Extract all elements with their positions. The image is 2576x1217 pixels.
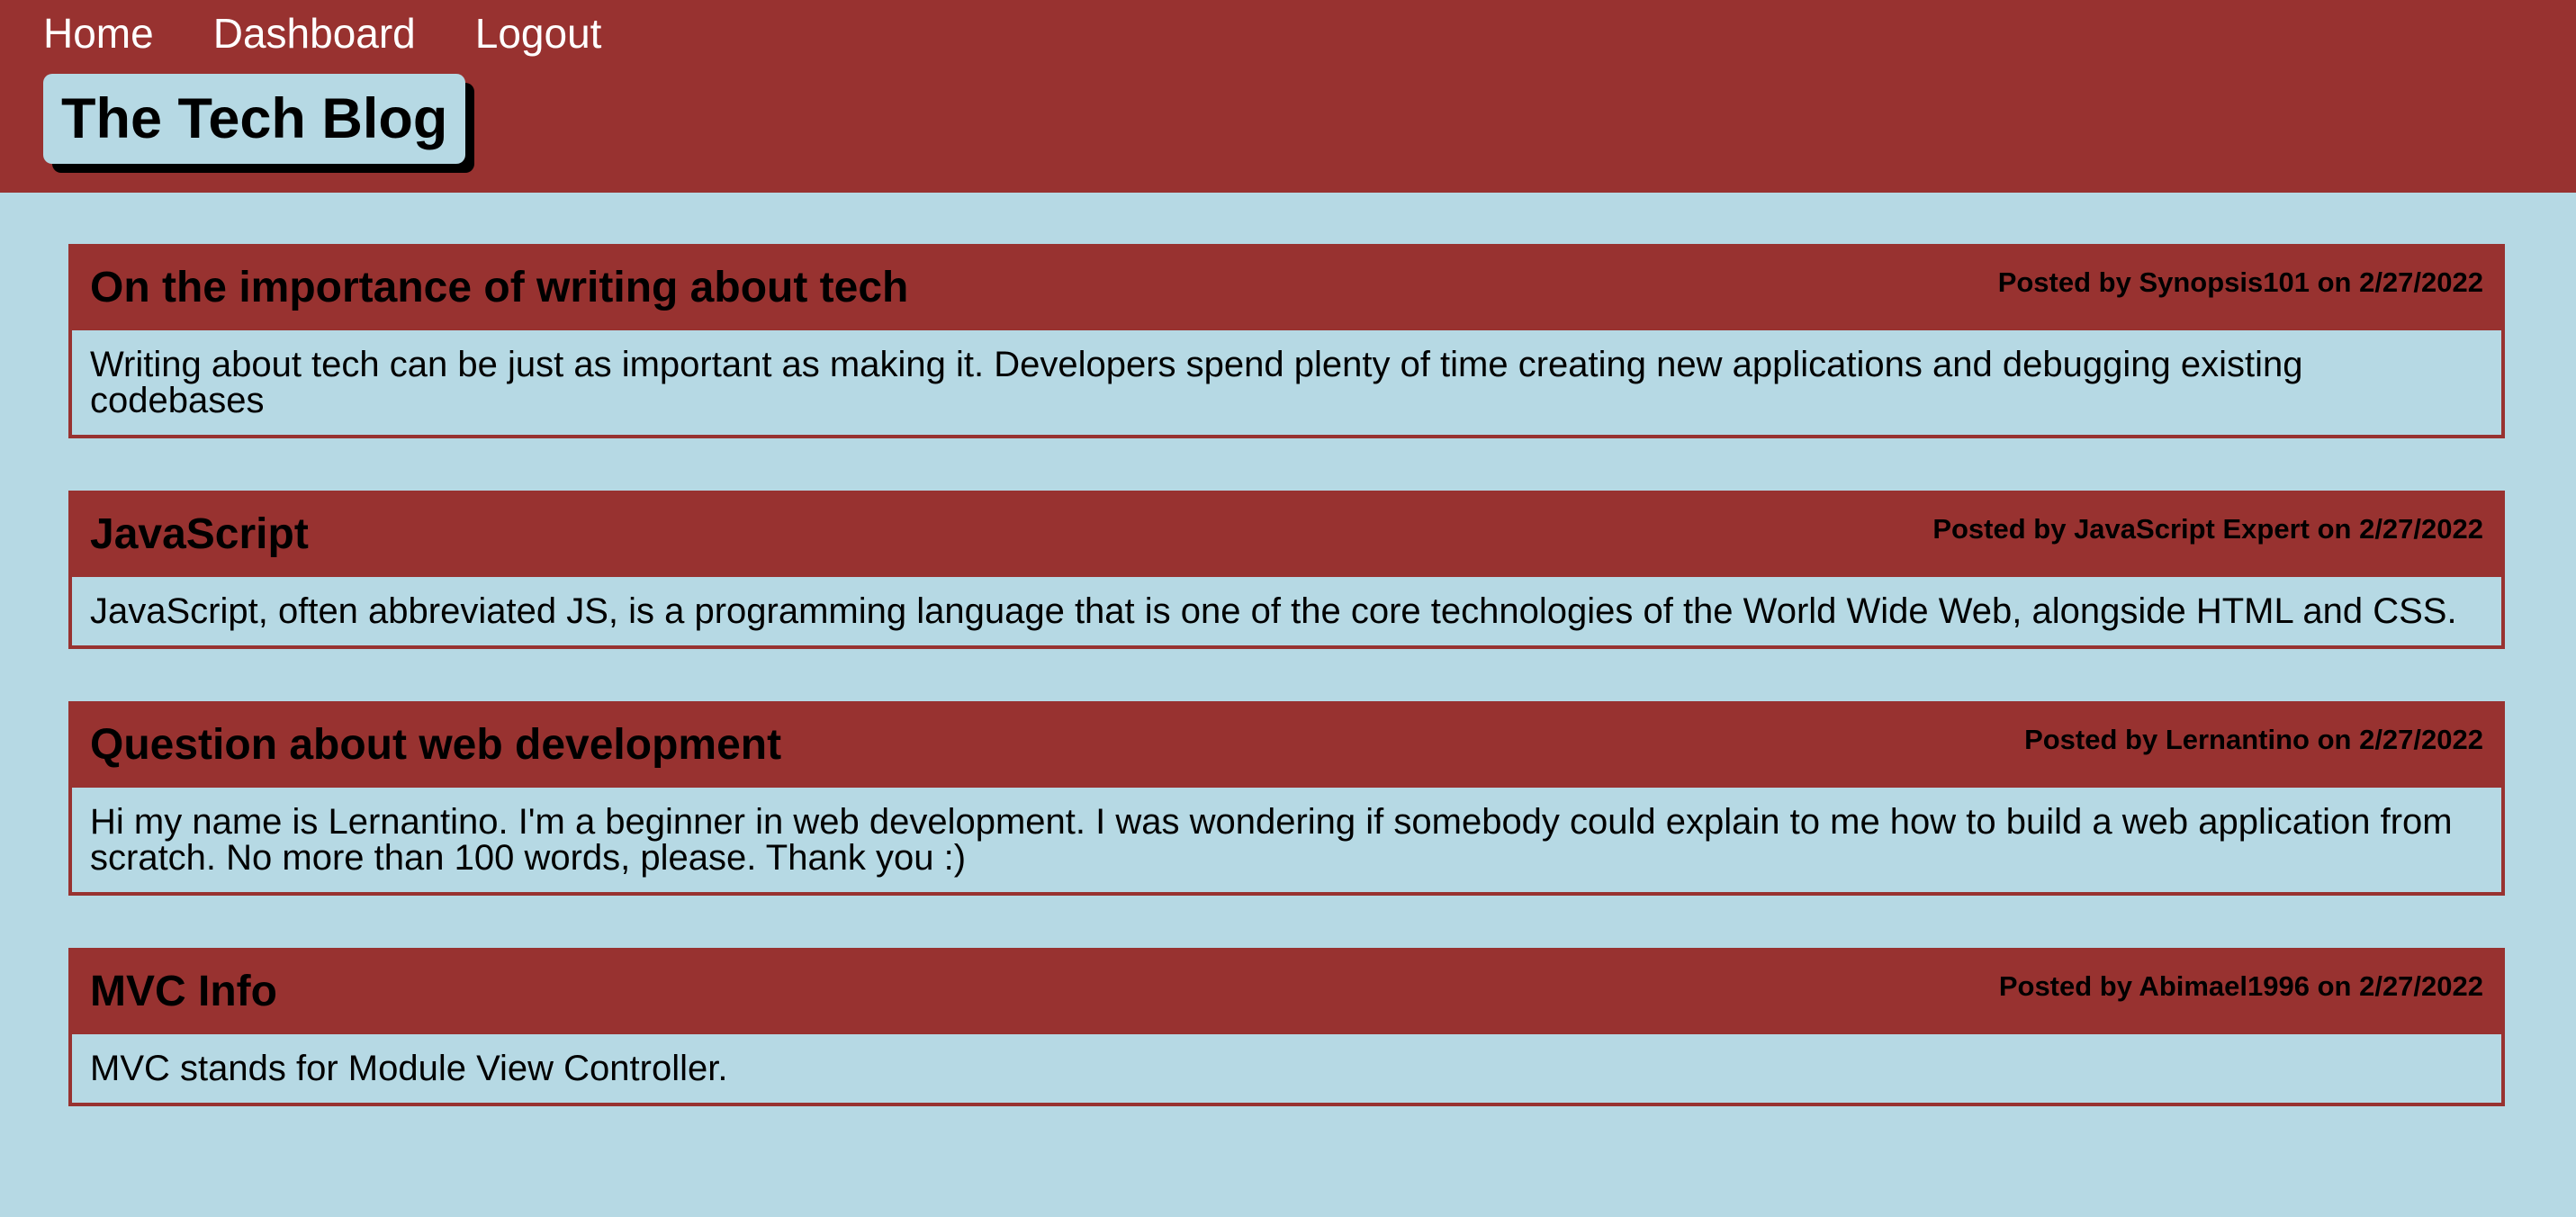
post-title[interactable]: JavaScript xyxy=(90,510,309,558)
post-header: On the importance of writing about tech … xyxy=(72,248,2501,327)
post-meta: Posted by JavaScript Expert on 2/27/2022 xyxy=(1932,513,2483,545)
post-card[interactable]: MVC Info Posted by Abimael1996 on 2/27/2… xyxy=(68,948,2505,1106)
site-title: The Tech Blog xyxy=(61,86,448,150)
post-body: Writing about tech can be just as import… xyxy=(72,327,2501,435)
post-title[interactable]: On the importance of writing about tech xyxy=(90,264,909,311)
site-brand: The Tech Blog xyxy=(43,74,466,164)
post-card[interactable]: Question about web development Posted by… xyxy=(68,701,2505,896)
post-header: JavaScript Posted by JavaScript Expert o… xyxy=(72,494,2501,573)
post-meta: Posted by Lernantino on 2/27/2022 xyxy=(2024,724,2483,755)
post-title[interactable]: Question about web development xyxy=(90,721,782,769)
post-body: JavaScript, often abbreviated JS, is a p… xyxy=(72,573,2501,645)
post-card[interactable]: JavaScript Posted by JavaScript Expert o… xyxy=(68,491,2505,649)
nav-link-logout[interactable]: Logout xyxy=(474,10,602,57)
post-card[interactable]: On the importance of writing about tech … xyxy=(68,244,2505,438)
main-nav: Home Dashboard Logout xyxy=(43,7,601,59)
post-header: Question about web development Posted by… xyxy=(72,705,2501,784)
nav-link-home[interactable]: Home xyxy=(43,10,154,57)
nav-link-dashboard[interactable]: Dashboard xyxy=(212,10,416,57)
post-body: MVC stands for Module View Controller. xyxy=(72,1031,2501,1103)
post-meta: Posted by Synopsis101 on 2/27/2022 xyxy=(1997,266,2483,298)
site-header: Home Dashboard Logout The Tech Blog xyxy=(0,0,2576,193)
post-header: MVC Info Posted by Abimael1996 on 2/27/2… xyxy=(72,951,2501,1031)
post-meta: Posted by Abimael1996 on 2/27/2022 xyxy=(1998,970,2483,1002)
post-title[interactable]: MVC Info xyxy=(90,968,277,1015)
post-body: Hi my name is Lernantino. I'm a beginner… xyxy=(72,784,2501,892)
post-list: On the importance of writing about tech … xyxy=(68,244,2505,1158)
